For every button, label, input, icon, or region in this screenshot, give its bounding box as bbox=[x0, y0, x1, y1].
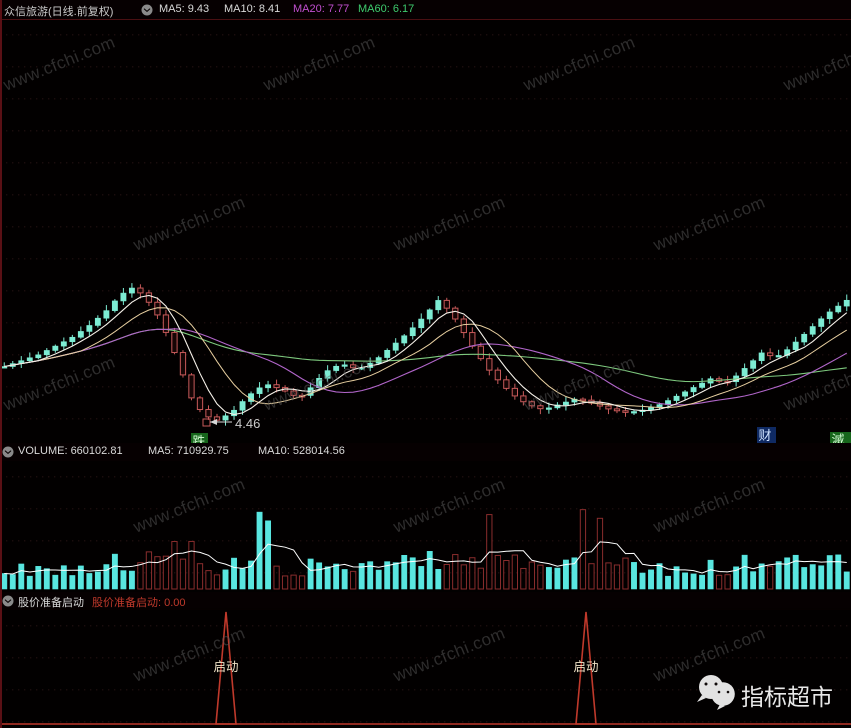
svg-text:指标超市: 指标超市 bbox=[741, 684, 833, 710]
svg-text:启动: 启动 bbox=[213, 660, 238, 674]
svg-text:启动: 启动 bbox=[573, 660, 598, 674]
